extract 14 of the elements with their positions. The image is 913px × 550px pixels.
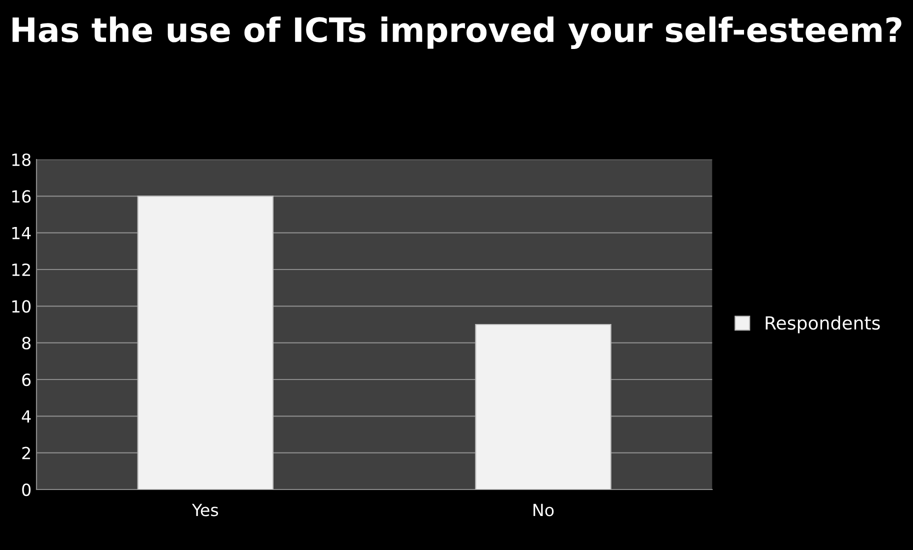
y-tick-label: 10 bbox=[12, 300, 31, 313]
y-tick-label: 14 bbox=[12, 227, 31, 240]
y-tick-label: 8 bbox=[22, 336, 31, 350]
y-tick-label: 18 bbox=[12, 153, 31, 166]
chart-title: Has the use of ICTs improved your self-esteem? bbox=[12, 16, 902, 50]
y-tick-label: 4 bbox=[22, 410, 31, 422]
y-tick-label: 16 bbox=[12, 190, 31, 203]
y-tick-label: 6 bbox=[22, 373, 31, 386]
x-tick-label: Yes bbox=[192, 504, 218, 516]
legend-label: Respondents bbox=[766, 316, 880, 334]
y-tick-label: 0 bbox=[22, 483, 31, 496]
y-tick-label: 12 bbox=[12, 263, 30, 276]
y-tick-label: 2 bbox=[22, 446, 30, 460]
x-tick-label: No bbox=[534, 504, 554, 516]
